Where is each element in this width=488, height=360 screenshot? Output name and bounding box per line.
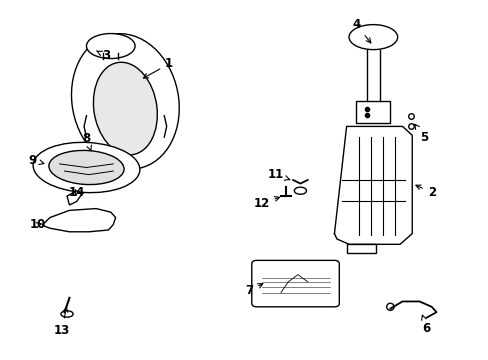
Text: 6: 6 [421,315,430,335]
Text: 13: 13 [54,307,70,337]
Text: 1: 1 [143,57,173,78]
Text: 9: 9 [29,154,44,167]
Polygon shape [67,191,81,205]
Ellipse shape [93,62,157,155]
Text: 12: 12 [253,197,279,210]
Text: 2: 2 [415,185,435,199]
Text: 10: 10 [30,218,46,231]
Ellipse shape [71,34,179,169]
Text: 4: 4 [351,18,370,43]
Polygon shape [42,208,116,232]
Text: 5: 5 [414,124,427,144]
Ellipse shape [348,24,397,50]
Ellipse shape [86,33,135,59]
Text: 7: 7 [245,284,262,297]
Ellipse shape [386,303,393,310]
Text: 3: 3 [97,49,110,62]
Ellipse shape [49,150,124,185]
Text: 11: 11 [267,168,289,181]
Text: 8: 8 [82,132,91,151]
Ellipse shape [33,142,140,193]
Ellipse shape [61,311,73,317]
FancyBboxPatch shape [251,260,339,307]
Ellipse shape [294,187,306,194]
Text: 14: 14 [68,186,85,199]
Polygon shape [346,244,375,253]
Polygon shape [334,126,411,244]
Polygon shape [356,102,389,123]
